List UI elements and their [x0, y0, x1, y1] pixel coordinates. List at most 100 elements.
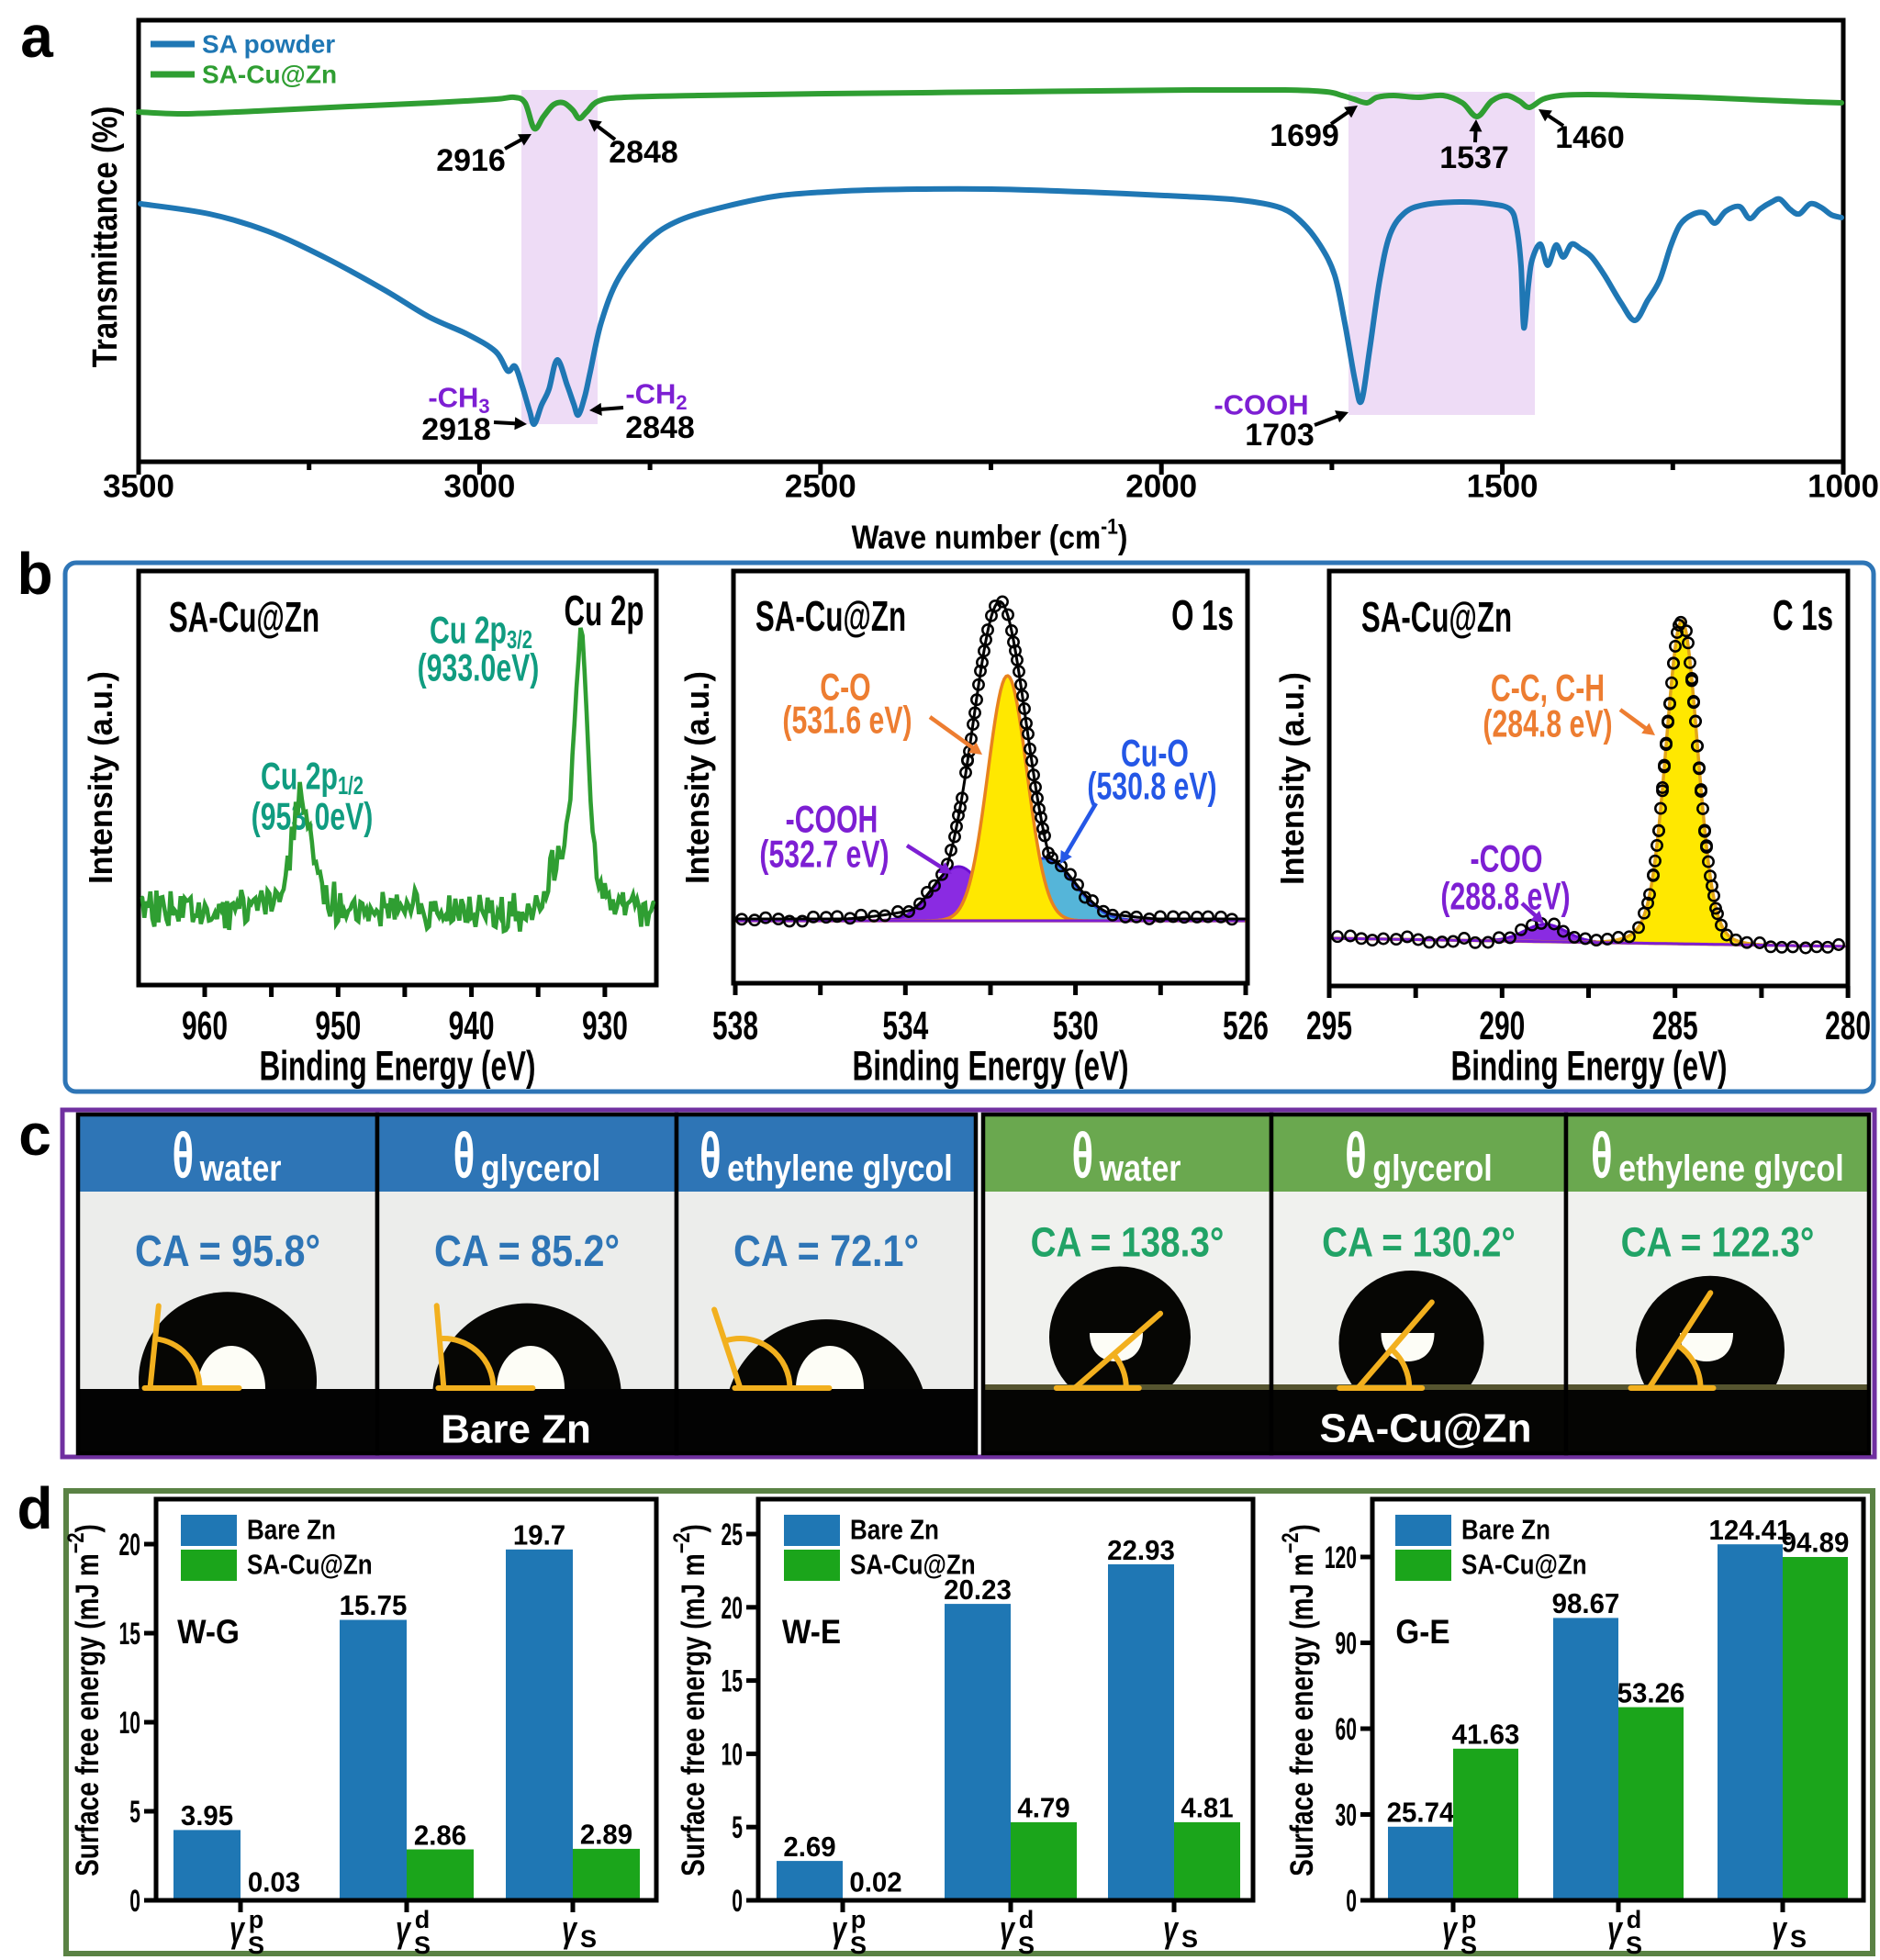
- svg-text:2.89: 2.89: [580, 1820, 632, 1851]
- svg-text:SA-Cu@Zn: SA-Cu@Zn: [1461, 1550, 1587, 1582]
- svg-text:Surface free energy (mJ m−2): Surface free energy (mJ m−2): [62, 1524, 106, 1876]
- svg-text:3.95: 3.95: [181, 1800, 233, 1831]
- svg-text:Bare Zn: Bare Zn: [1461, 1515, 1550, 1547]
- svg-text:10: 10: [722, 1736, 743, 1771]
- svg-text:S: S: [1181, 1925, 1198, 1953]
- svg-text:S: S: [850, 1932, 867, 1959]
- svg-text:2500: 2500: [785, 469, 856, 505]
- svg-text:S: S: [1460, 1932, 1477, 1959]
- svg-text:SA-Cu@Zn: SA-Cu@Zn: [247, 1550, 373, 1582]
- svg-text:CA = 138.3°: CA = 138.3°: [1031, 1219, 1225, 1265]
- svg-text:Intensity (a.u.): Intensity (a.u.): [1274, 672, 1311, 885]
- svg-text:0.03: 0.03: [248, 1867, 300, 1898]
- svg-text:γ: γ: [229, 1910, 245, 1951]
- svg-text:5: 5: [129, 1794, 140, 1829]
- svg-text:20: 20: [119, 1527, 140, 1562]
- svg-text:Cu-O: Cu-O: [1121, 731, 1189, 774]
- svg-text:C 1s: C 1s: [1773, 592, 1833, 639]
- svg-text:1000: 1000: [1807, 469, 1879, 505]
- svg-text:3000: 3000: [443, 469, 515, 505]
- svg-text:SA-Cu@Zn: SA-Cu@Zn: [1361, 594, 1512, 641]
- svg-text:0: 0: [1346, 1883, 1357, 1918]
- svg-text:CA = 130.2°: CA = 130.2°: [1322, 1219, 1516, 1265]
- svg-text:0: 0: [732, 1883, 743, 1918]
- svg-text:22.93: 22.93: [1107, 1535, 1175, 1566]
- svg-text:2848: 2848: [609, 135, 678, 170]
- svg-text:O 1s: O 1s: [1171, 592, 1234, 639]
- svg-text:d: d: [17, 1475, 52, 1541]
- svg-text:ethylene glycol: ethylene glycol: [1618, 1147, 1844, 1188]
- svg-text:526: 526: [1223, 1002, 1269, 1047]
- svg-text:1460: 1460: [1555, 120, 1625, 155]
- svg-text:3500: 3500: [103, 469, 174, 505]
- svg-text:d: d: [1019, 1906, 1035, 1933]
- svg-text:γ: γ: [1607, 1910, 1623, 1951]
- svg-text:water: water: [199, 1147, 282, 1188]
- svg-text:Wave number (cm-1): Wave number (cm-1): [852, 514, 1128, 556]
- svg-text:2848: 2848: [625, 410, 695, 445]
- svg-text:2.69: 2.69: [783, 1831, 835, 1863]
- svg-text:Surface free energy (mJ m−2): Surface free energy (mJ m−2): [1277, 1524, 1320, 1876]
- svg-text:θ: θ: [1591, 1120, 1612, 1192]
- svg-text:d: d: [1627, 1906, 1642, 1933]
- svg-text:γ: γ: [832, 1910, 847, 1951]
- svg-text:Binding Energy (eV): Binding Energy (eV): [853, 1044, 1129, 1090]
- svg-text:(532.7 eV): (532.7 eV): [759, 832, 889, 875]
- svg-text:CA = 72.1°: CA = 72.1°: [733, 1226, 919, 1276]
- svg-text:534: 534: [882, 1002, 928, 1047]
- svg-text:-COOH: -COOH: [1214, 389, 1308, 421]
- svg-text:γ: γ: [1163, 1910, 1179, 1951]
- svg-text:1500: 1500: [1467, 469, 1539, 505]
- svg-text:-COO: -COO: [1471, 836, 1543, 879]
- svg-text:W-G: W-G: [177, 1614, 240, 1652]
- svg-text:Bare Zn: Bare Zn: [441, 1407, 591, 1452]
- svg-text:S: S: [1790, 1925, 1807, 1953]
- svg-text:5: 5: [732, 1809, 743, 1844]
- svg-text:1537: 1537: [1439, 140, 1509, 175]
- svg-text:25: 25: [722, 1517, 743, 1551]
- svg-text:-COOH: -COOH: [786, 797, 878, 840]
- svg-text:CA = 122.3°: CA = 122.3°: [1621, 1219, 1815, 1265]
- svg-text:4.81: 4.81: [1181, 1793, 1233, 1824]
- svg-text:θ: θ: [453, 1120, 475, 1192]
- svg-text:20.23: 20.23: [944, 1574, 1012, 1606]
- svg-text:S: S: [414, 1932, 431, 1959]
- svg-text:glycerol: glycerol: [481, 1147, 600, 1188]
- svg-text:290: 290: [1479, 1002, 1525, 1047]
- svg-text:53.26: 53.26: [1617, 1678, 1685, 1709]
- svg-text:1703: 1703: [1245, 418, 1315, 453]
- svg-text:S: S: [1018, 1932, 1035, 1959]
- svg-text:15: 15: [722, 1663, 743, 1697]
- svg-text:(933.0eV): (933.0eV): [418, 645, 540, 689]
- svg-text:d: d: [415, 1906, 431, 1933]
- svg-text:γ: γ: [562, 1910, 577, 1951]
- svg-text:2918: 2918: [421, 412, 491, 447]
- svg-text:950: 950: [315, 1002, 361, 1047]
- svg-text:water: water: [1099, 1147, 1181, 1188]
- svg-text:280: 280: [1825, 1002, 1871, 1047]
- svg-text:94.89: 94.89: [1782, 1528, 1850, 1559]
- svg-text:(530.8 eV): (530.8 eV): [1087, 764, 1216, 807]
- svg-text:19.7: 19.7: [513, 1520, 565, 1551]
- svg-text:S: S: [1626, 1932, 1642, 1959]
- svg-text:538: 538: [712, 1002, 758, 1047]
- svg-text:G-E: G-E: [1395, 1614, 1449, 1652]
- svg-text:θ: θ: [699, 1120, 721, 1192]
- svg-text:SA powder: SA powder: [202, 30, 335, 59]
- svg-text:15: 15: [119, 1616, 140, 1651]
- svg-text:60: 60: [1336, 1711, 1357, 1746]
- svg-text:Cu 2p: Cu 2p: [565, 588, 644, 634]
- svg-text:S: S: [248, 1932, 264, 1959]
- svg-text:Bare Zn: Bare Zn: [850, 1515, 939, 1547]
- svg-text:Intensity (a.u.): Intensity (a.u.): [83, 671, 119, 884]
- svg-text:SA-Cu@Zn: SA-Cu@Zn: [169, 594, 319, 641]
- svg-text:a: a: [20, 4, 53, 70]
- svg-text:θ: θ: [1072, 1120, 1093, 1192]
- svg-text:Binding Energy (eV): Binding Energy (eV): [260, 1044, 536, 1090]
- svg-text:b: b: [17, 541, 52, 607]
- svg-text:Surface free energy (mJ m−2): Surface free energy (mJ m−2): [668, 1524, 711, 1876]
- svg-text:960: 960: [182, 1002, 228, 1047]
- svg-text:C-C, C-H: C-C, C-H: [1491, 666, 1605, 709]
- svg-text:γ: γ: [1000, 1910, 1015, 1951]
- svg-text:ethylene glycol: ethylene glycol: [727, 1147, 953, 1188]
